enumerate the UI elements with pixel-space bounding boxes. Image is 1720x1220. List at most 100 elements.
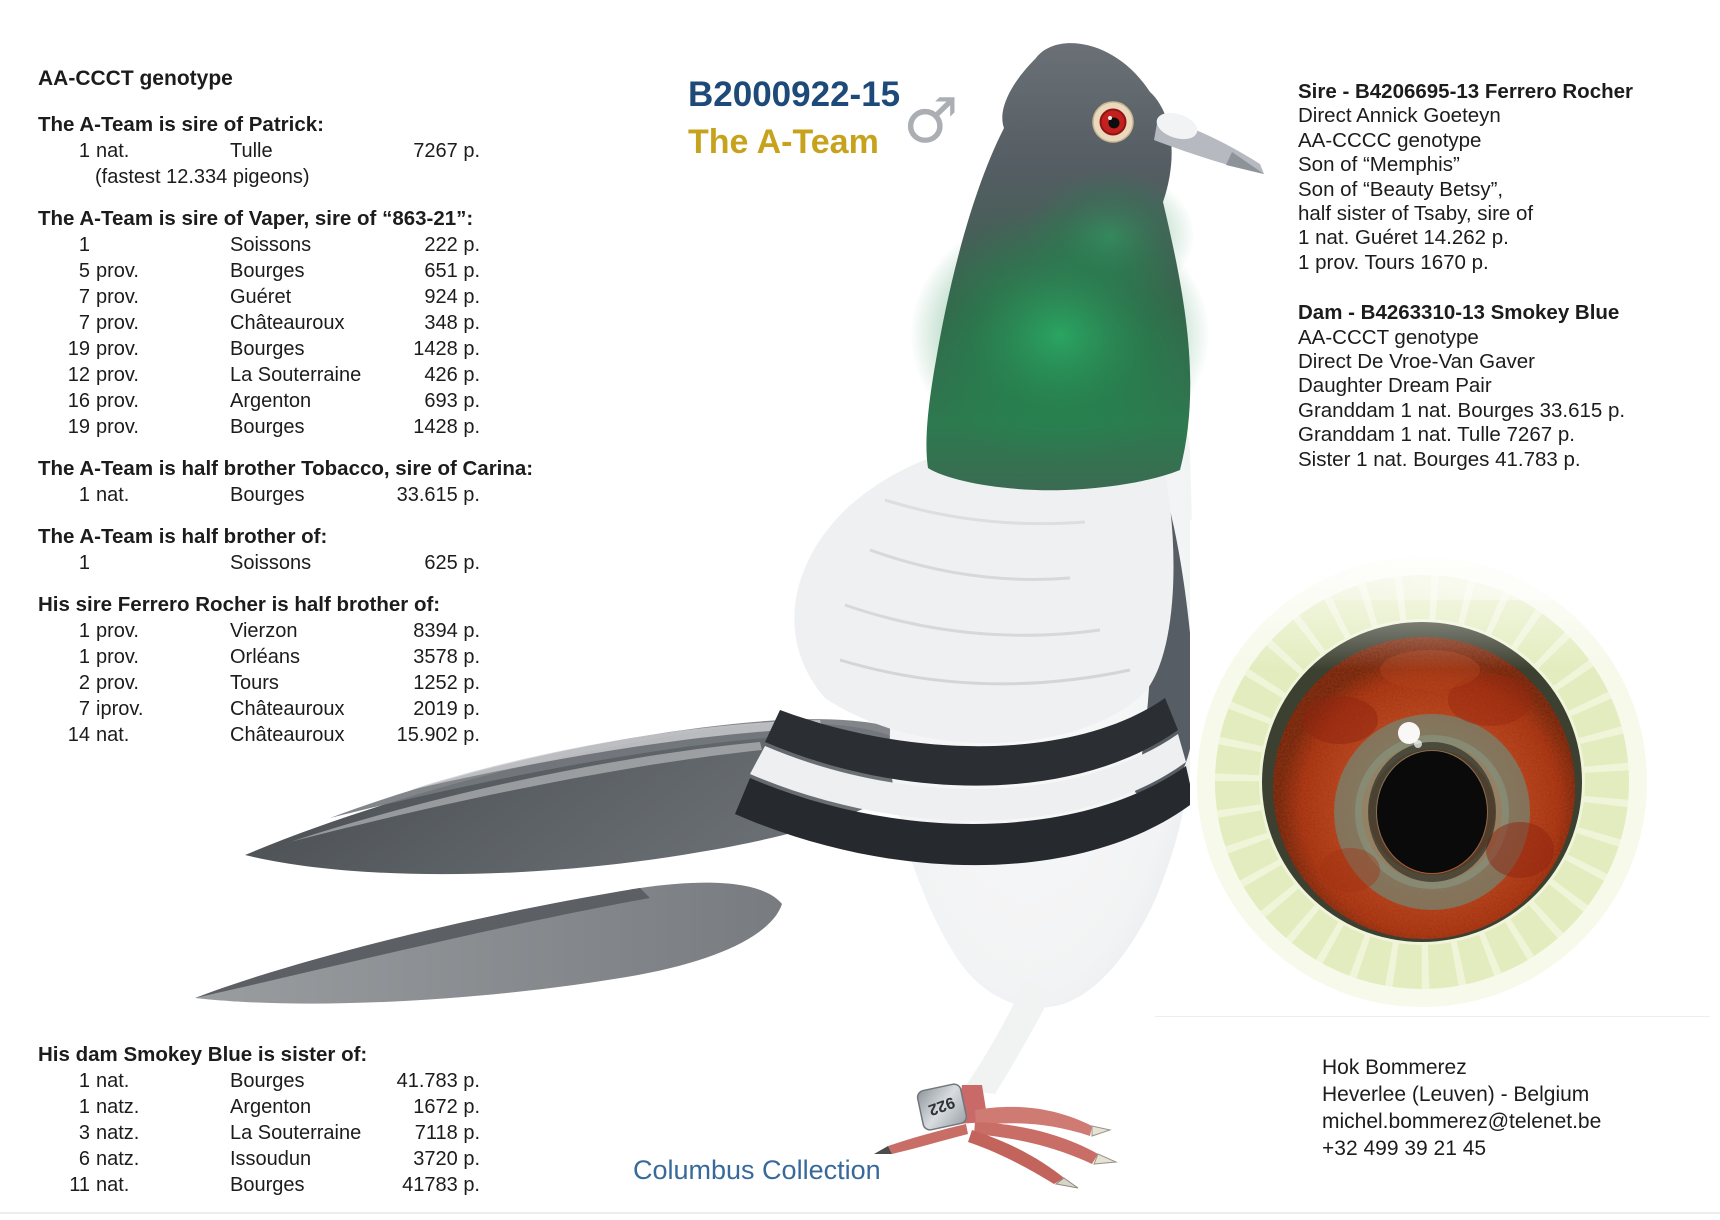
sire-line: Son of “Memphis”	[1298, 153, 1460, 177]
sire-line: 1 nat. Guéret 14.262 p.	[1298, 226, 1509, 250]
result-position: 1	[78, 620, 90, 642]
result-position: 19	[67, 338, 90, 360]
result-position: 3	[78, 1122, 90, 1144]
result-pigeons: 2019 p.	[413, 698, 480, 720]
result-pigeons: 33.615 p.	[396, 484, 480, 506]
result-row: 7 iprov. Châteauroux 2019 p.	[38, 696, 480, 722]
result-race: Issoudun	[230, 1148, 312, 1170]
result-position: 1	[78, 140, 90, 162]
result-race: Bourges	[230, 1174, 305, 1196]
result-race: Bourges	[230, 484, 305, 506]
results-section: The A-Team is sire of Vaper, sire of “86…	[38, 206, 480, 440]
left-results-bottom: His dam Smokey Blue is sister of: 1 nat. Bo…	[38, 1042, 480, 1198]
result-row: 3 natz. La Souterraine 7118 p.	[38, 1120, 480, 1146]
sire-heading: Sire - B4206695-13 Ferrero Rocher	[1298, 80, 1634, 103]
result-pigeons: 1672 p.	[413, 1096, 480, 1118]
section-heading: The A-Team is half brother Tobacco, sire…	[38, 457, 534, 480]
result-position: 1	[78, 646, 90, 668]
result-level: prov.	[96, 672, 139, 694]
result-row: 6 natz. Issoudun 3720 p.	[38, 1146, 480, 1172]
result-pigeons: 3578 p.	[413, 646, 480, 668]
section-heading: His dam Smokey Blue is sister of:	[38, 1043, 368, 1066]
result-level: prov.	[96, 312, 139, 334]
result-position: 5	[78, 260, 90, 282]
result-race: Argenton	[230, 1096, 312, 1118]
result-level: prov.	[96, 390, 139, 412]
result-position: 16	[67, 390, 90, 412]
result-level: prov.	[96, 286, 139, 308]
result-position: 1	[78, 552, 90, 574]
result-race: La Souterraine	[230, 364, 362, 386]
result-row: 19 prov. Bourges 1428 p.	[38, 414, 480, 440]
result-row: 1 nat. Bourges 41.783 p.	[38, 1068, 480, 1094]
result-level: prov.	[96, 260, 139, 282]
sire-line: half sister of Tsaby, sire of	[1298, 202, 1534, 226]
title-block: B2000922-15 The A-Team	[688, 75, 901, 162]
contact-block: Hok Bommerez Heverlee (Leuven) - Belgium m…	[1322, 1054, 1601, 1162]
result-level: prov.	[96, 620, 139, 642]
genotype-label: AA-CCCT genotype	[38, 67, 233, 90]
sire-block: Sire - B4206695-13 Ferrero Rocher Direct …	[1298, 80, 1634, 275]
sire-line: AA-CCCC genotype	[1298, 128, 1482, 152]
result-row: 19 prov. Bourges 1428 p.	[38, 336, 480, 362]
result-pigeons: 41783 p.	[402, 1174, 480, 1196]
results-section: The A-Team is half brother of: 1 Soissons 6…	[38, 524, 480, 576]
result-level: natz.	[96, 1148, 140, 1170]
result-pigeons: 41.783 p.	[396, 1070, 480, 1092]
result-row: 7 prov. Châteauroux 348 p.	[38, 310, 480, 336]
result-level: nat.	[96, 724, 130, 746]
sire-line: Direct Annick Goeteyn	[1298, 104, 1501, 128]
results-section: The A-Team is sire of Patrick: 1 nat. Tulle…	[38, 112, 480, 190]
result-row: 1 nat. Tulle 7267 p.	[38, 138, 480, 164]
result-race: Tours	[230, 672, 279, 694]
result-race: Châteauroux	[230, 312, 345, 334]
result-pigeons: 426 p.	[424, 364, 480, 386]
result-level: prov.	[96, 646, 139, 668]
result-row: 5 prov. Bourges 651 p.	[38, 258, 480, 284]
result-race: Bourges	[230, 260, 305, 282]
result-pigeons: 222 p.	[424, 234, 480, 256]
result-race: Bourges	[230, 416, 305, 438]
result-level: nat.	[96, 1174, 130, 1196]
result-pigeons: 15.902 p.	[396, 724, 480, 746]
result-pigeons: 1428 p.	[413, 338, 480, 360]
dam-line: Daughter Dream Pair	[1298, 374, 1492, 398]
result-row: 1 Soissons 222 p.	[38, 232, 480, 258]
result-race: Soissons	[230, 234, 312, 256]
result-row: 1 Soissons 625 p.	[38, 550, 480, 576]
result-position: 6	[78, 1148, 90, 1170]
result-level: nat.	[96, 484, 130, 506]
results-column: AA-CCCT genotype The A-Team is sire of P…	[38, 66, 534, 764]
dam-block: Dam - B4263310-13 Smokey Blue AA-CCCT gen…	[1298, 301, 1628, 472]
result-note: (fastest 12.334 pigeons)	[95, 166, 310, 188]
result-level: nat.	[96, 1070, 130, 1092]
results-section: His dam Smokey Blue is sister of: 1 nat. Bo…	[38, 1042, 480, 1198]
result-pigeons: 1428 p.	[413, 416, 480, 438]
result-position: 7	[78, 312, 90, 334]
ring-number: B2000922-15	[688, 75, 901, 114]
result-position: 1	[78, 1096, 90, 1118]
result-pigeons: 7118 p.	[414, 1122, 480, 1144]
result-position: 19	[67, 416, 90, 438]
result-row: 2 prov. Tours 1252 p.	[38, 670, 480, 696]
contact-line: Heverlee (Leuven) - Belgium	[1322, 1083, 1590, 1106]
result-race: La Souterraine	[230, 1122, 362, 1144]
result-position: 7	[78, 698, 90, 720]
dam-heading: Dam - B4263310-13 Smokey Blue	[1298, 301, 1620, 325]
dam-line: AA-CCCT genotype	[1298, 325, 1479, 349]
result-pigeons: 693 p.	[424, 390, 480, 412]
result-race: Châteauroux	[230, 698, 345, 720]
result-level: prov.	[96, 364, 139, 386]
page-bottom-edge	[0, 1212, 1720, 1214]
result-race: Tulle	[230, 140, 273, 162]
result-position: 12	[67, 364, 90, 386]
result-row: 16 prov. Argenton 693 p.	[38, 388, 480, 414]
result-race: Vierzon	[230, 620, 298, 642]
section-heading: The A-Team is half brother of:	[38, 525, 328, 548]
sire-line: Son of “Beauty Betsy”,	[1298, 177, 1504, 201]
results-section: The A-Team is half brother Tobacco, sire…	[38, 456, 534, 508]
pigeon-name: The A-Team	[688, 123, 879, 161]
section-heading: His sire Ferrero Rocher is half brother …	[38, 593, 441, 616]
result-row: 14 nat. Châteauroux 15.902 p.	[38, 722, 480, 748]
pigeon-photo: 922	[195, 43, 1264, 1189]
